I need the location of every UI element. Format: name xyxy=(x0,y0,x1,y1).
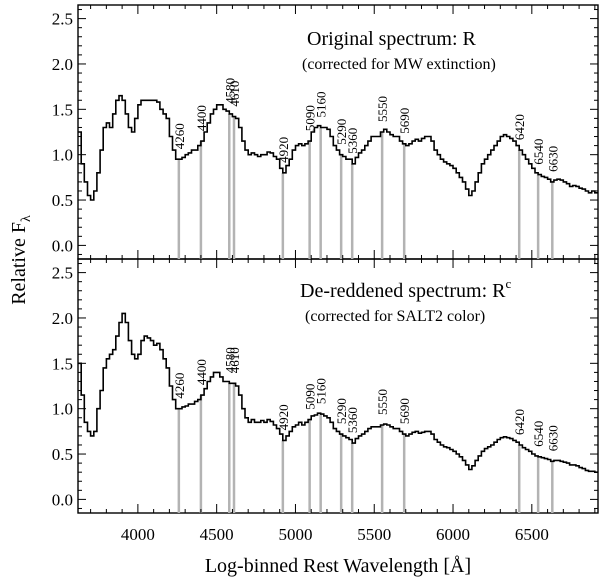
y-tick-label-0.5-panel-2: 0.5 xyxy=(52,445,73,464)
marker-label-6540-panel-2: 6540 xyxy=(531,421,546,447)
y-axis-title-subscript: λ xyxy=(19,215,34,222)
marker-label-6630-panel-2: 6630 xyxy=(545,425,560,451)
marker-label-4610-panel-1: 4610 xyxy=(227,81,242,107)
y-tick-labels: 0.0 0.5 1.0 1.5 2.0 2.5 0.0 0.5 1.0 1.5 2.0 2.5 xyxy=(52,10,73,510)
marker-label-5160-panel-1: 5160 xyxy=(314,91,329,117)
marker-label-5090-panel-2: 5090 xyxy=(303,384,318,410)
x-tick-label-5500: 5500 xyxy=(357,525,391,544)
y-tick-label-2.5-panel-2: 2.5 xyxy=(52,264,73,283)
y-tick-label-0.5-panel-1: 0.5 xyxy=(52,191,73,210)
bottom-panel-frame xyxy=(77,258,599,514)
marker-label-6420-panel-1: 6420 xyxy=(512,114,527,140)
marker-label-5290-panel-2: 5290 xyxy=(334,398,349,424)
marker-label-5690-panel-1: 5690 xyxy=(397,108,412,134)
marker-label-4260-panel-1: 4260 xyxy=(172,123,187,149)
bottom-panel-title-superscript: c xyxy=(505,276,511,291)
marker-label-6420-panel-2: 6420 xyxy=(512,409,527,435)
marker-label-4610-panel-2: 4610 xyxy=(227,347,242,373)
x-tick-label-6000: 6000 xyxy=(436,525,470,544)
marker-lines xyxy=(177,113,554,513)
marker-label-4260-panel-2: 4260 xyxy=(172,373,187,399)
x-tick-label-4000: 4000 xyxy=(121,525,155,544)
marker-label-5360-panel-1: 5360 xyxy=(345,128,360,154)
marker-label-5690-panel-2: 5690 xyxy=(397,398,412,424)
x-tick-label-6500: 6500 xyxy=(515,525,549,544)
axis-ticks xyxy=(78,5,598,513)
marker-label-4400-panel-2: 4400 xyxy=(194,359,209,385)
x-tick-label-5000: 5000 xyxy=(278,525,312,544)
y-tick-label-2.0-panel-2: 2.0 xyxy=(52,309,73,328)
spectrum-line-panel-2 xyxy=(78,312,598,473)
y-tick-label-1.0-panel-1: 1.0 xyxy=(52,146,73,165)
y-tick-label-0.0-panel-2: 0.0 xyxy=(52,490,73,509)
marker-label-5160-panel-2: 5160 xyxy=(314,378,329,404)
top-panel-title: Original spectrum: R xyxy=(307,28,477,50)
marker-label-6630-panel-1: 6630 xyxy=(545,146,560,172)
y-tick-label-1.5-panel-1: 1.5 xyxy=(52,100,73,119)
bottom-panel-subtitle: (corrected for SALT2 color) xyxy=(305,308,485,325)
marker-label-5090-panel-1: 5090 xyxy=(303,105,318,131)
x-axis-title: Log-binned Rest Wavelength [Å] xyxy=(205,555,471,577)
marker-label-5550-panel-2: 5550 xyxy=(375,389,390,415)
bottom-panel-title: De-reddened spectrum: Rc xyxy=(300,276,511,302)
y-axis-title-text: Relative F xyxy=(8,222,30,305)
marker-label-5550-panel-1: 5550 xyxy=(375,96,390,122)
marker-label-6540-panel-1: 6540 xyxy=(531,139,546,165)
y-axis-title: Relative Fλ xyxy=(8,215,34,305)
marker-label-4920-panel-1: 4920 xyxy=(276,137,291,163)
x-tick-label-4500: 4500 xyxy=(200,525,234,544)
marker-label-5290-panel-1: 5290 xyxy=(334,119,349,145)
marker-label-4920-panel-2: 4920 xyxy=(276,404,291,430)
y-tick-label-2.5-panel-1: 2.5 xyxy=(52,10,73,29)
marker-label-5360-panel-2: 5360 xyxy=(345,407,360,433)
y-tick-label-1.0-panel-2: 1.0 xyxy=(52,400,73,419)
y-tick-label-1.5-panel-2: 1.5 xyxy=(52,354,73,373)
marker-label-4580-panel-1: 4580 xyxy=(222,78,237,104)
y-tick-label-2.0-panel-1: 2.0 xyxy=(52,55,73,74)
marker-label-4400-panel-1: 4400 xyxy=(194,105,209,131)
spectra-curves xyxy=(78,94,598,473)
bottom-panel-title-text: De-reddened spectrum: R xyxy=(300,280,506,302)
top-panel-subtitle: (corrected for MW extinction) xyxy=(302,56,496,73)
x-tick-labels: 4000 4500 5000 5500 6000 6500 xyxy=(121,525,549,544)
marker-line-labels: 4260440045804610492050905160529053605550… xyxy=(172,78,560,451)
y-tick-label-0.0-panel-1: 0.0 xyxy=(52,236,73,255)
marker-label-4580-panel-2: 4580 xyxy=(222,347,237,373)
spectrum-line-panel-1 xyxy=(78,94,598,201)
